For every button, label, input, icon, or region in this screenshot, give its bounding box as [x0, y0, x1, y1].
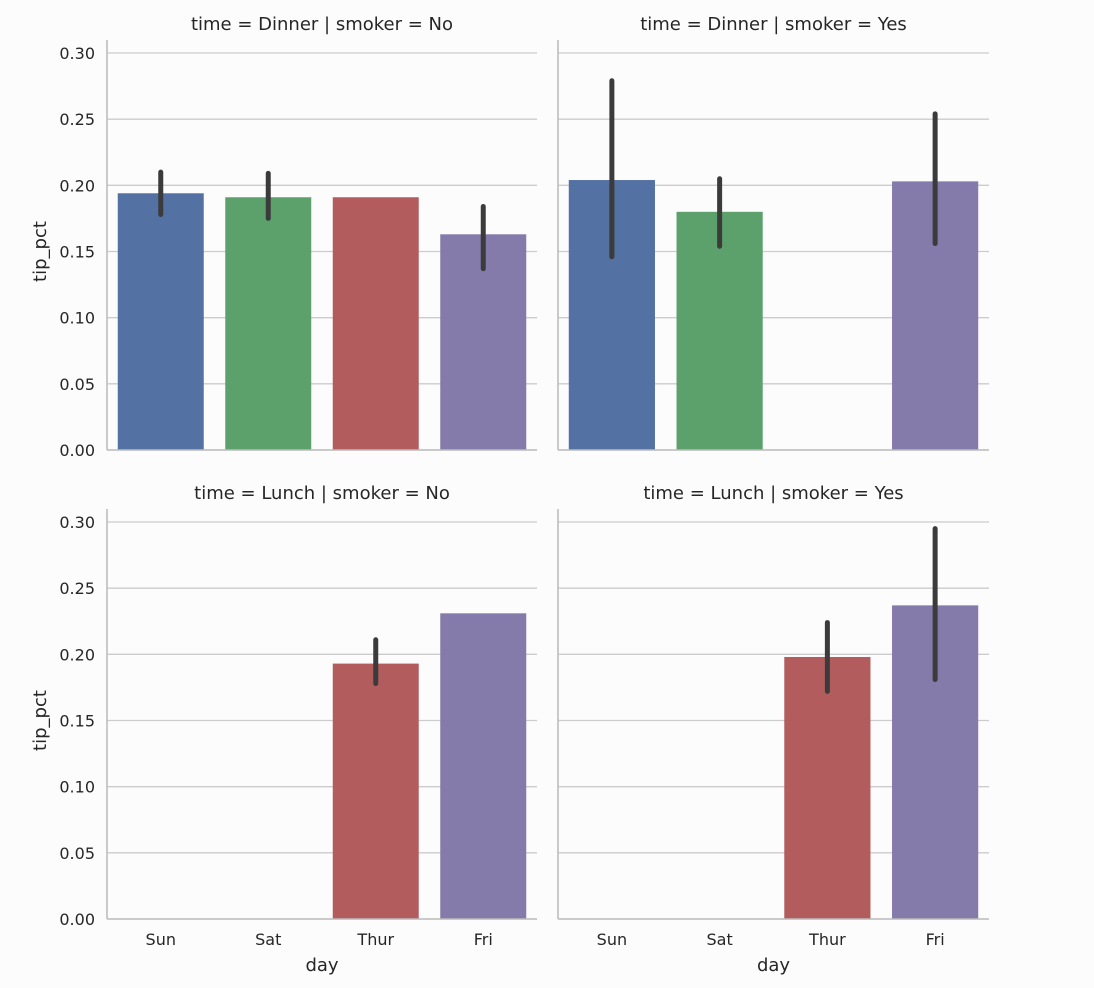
x-tick-label: Sat — [707, 930, 733, 949]
y-tick-label: 0.00 — [59, 910, 95, 929]
y-tick-label: 0.10 — [59, 778, 95, 797]
x-axis-label: day — [757, 955, 790, 976]
y-tick-label: 0.20 — [59, 176, 95, 195]
y-tick-label: 0.00 — [59, 441, 95, 460]
panel-title: time = Dinner | smoker = No — [191, 14, 453, 35]
y-tick-label: 0.25 — [59, 579, 95, 598]
bar-thur — [332, 663, 419, 919]
panel-title: time = Lunch | smoker = Yes — [643, 483, 903, 504]
y-tick-label: 0.30 — [59, 513, 95, 532]
y-tick-label: 0.05 — [59, 375, 95, 394]
y-tick-label: 0.15 — [59, 243, 95, 262]
x-tick-label: Sat — [255, 930, 281, 949]
y-tick-label: 0.05 — [59, 844, 95, 863]
x-tick-label: Fri — [474, 930, 493, 949]
x-tick-label: Thur — [356, 930, 394, 949]
y-tick-label: 0.25 — [59, 110, 95, 129]
y-tick-label: 0.15 — [59, 712, 95, 731]
bar-fri — [440, 613, 527, 919]
y-axis-label: tip_pct — [30, 221, 51, 282]
y-tick-label: 0.10 — [59, 309, 95, 328]
bar-sat — [676, 211, 763, 450]
panel-title: time = Dinner | smoker = Yes — [640, 14, 907, 35]
bar-sun — [117, 193, 204, 451]
x-axis-label: day — [305, 955, 338, 976]
bar-sat — [225, 197, 312, 450]
y-axis-label: tip_pct — [30, 690, 51, 751]
x-tick-label: Thur — [808, 930, 846, 949]
bar-thur — [332, 197, 419, 450]
x-tick-label: Sun — [146, 930, 176, 949]
x-tick-label: Fri — [926, 930, 945, 949]
x-tick-label: Sun — [597, 930, 627, 949]
panel-title: time = Lunch | smoker = No — [194, 483, 450, 504]
y-tick-label: 0.30 — [59, 44, 95, 63]
y-tick-label: 0.20 — [59, 645, 95, 664]
bar-thur — [784, 656, 871, 919]
